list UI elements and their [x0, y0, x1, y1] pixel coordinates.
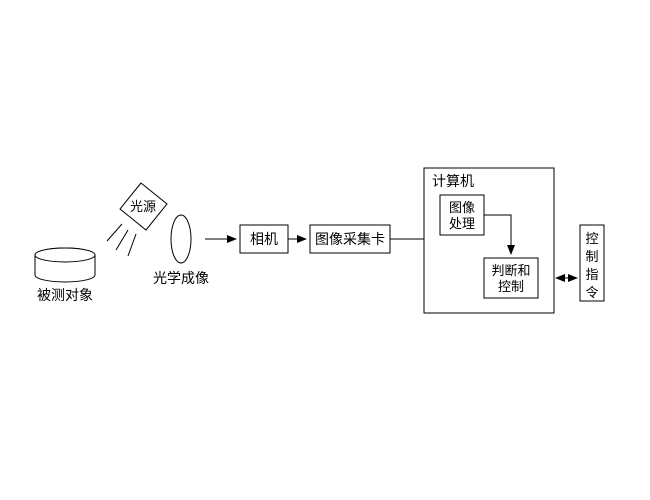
proc-label2: 处理	[449, 216, 475, 231]
judge-label2: 控制	[498, 279, 524, 294]
cmd-c1: 控	[585, 231, 598, 246]
lens-label: 光学成像	[153, 270, 209, 286]
proc-box: 图像 处理	[440, 195, 484, 235]
cmd-c2: 制	[585, 249, 598, 264]
diagram-canvas: 被测对象 光源 光学成像 相机 图像采集卡 计算机 图像 处理	[0, 0, 650, 500]
object-label: 被测对象	[37, 287, 93, 303]
grabber-label: 图像采集卡	[315, 231, 385, 247]
cmd-box: 控 制 指 令	[580, 225, 604, 301]
judge-label1: 判断和	[491, 263, 530, 278]
cmd-c4: 令	[585, 285, 598, 300]
cmd-c3: 指	[585, 267, 598, 282]
camera-label: 相机	[250, 231, 278, 247]
lens-ellipse: 光学成像	[153, 215, 209, 286]
grabber-box: 图像采集卡	[310, 225, 390, 253]
light-label: 光源	[130, 199, 156, 214]
camera-box: 相机	[240, 225, 288, 253]
object-cylinder: 被测对象	[35, 248, 95, 303]
light-diamond: 光源	[120, 183, 167, 230]
judge-box: 判断和 控制	[484, 258, 538, 298]
proc-label1: 图像	[449, 200, 475, 215]
light-rays	[107, 224, 136, 256]
computer-label: 计算机	[432, 173, 474, 189]
